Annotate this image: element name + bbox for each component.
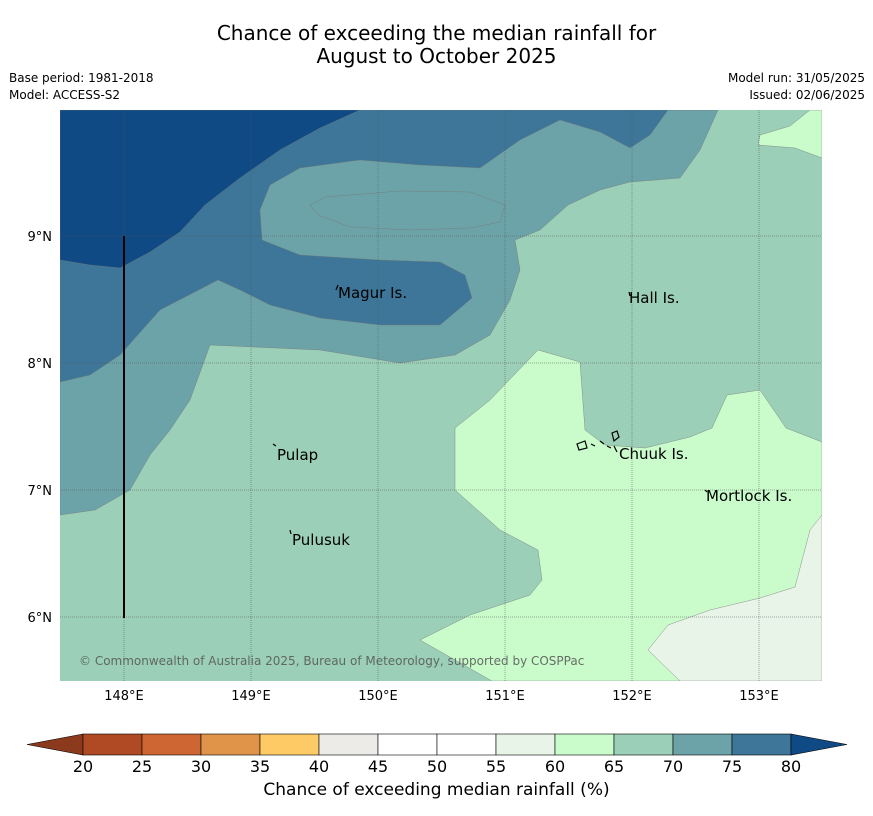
lon-tick-labels: 148°E 149°E 150°E 151°E 152°E 153°E — [104, 689, 779, 704]
title-line-2: August to October 2025 — [316, 44, 557, 68]
lon-tick-149e: 149°E — [231, 689, 271, 704]
lat-tick-9n: 9°N — [28, 230, 53, 245]
zone-55-60 — [647, 514, 822, 681]
colorbar-swatch — [495, 733, 556, 756]
place-labels: Magur Is. Hall Is. Pulap Chuuk Is. Mortl… — [277, 284, 792, 549]
colorbar-tick-label: 80 — [781, 757, 801, 776]
colorbar-swatch — [731, 733, 792, 756]
title-line-1: Chance of exceeding the median rainfall … — [216, 21, 657, 45]
colorbar-tick-label: 50 — [427, 757, 447, 776]
label-chuuk: Chuuk Is. — [619, 445, 688, 463]
colorbar-tick-label: 55 — [486, 757, 506, 776]
colorbar-swatch — [436, 733, 497, 756]
lat-tick-6n: 6°N — [28, 611, 53, 626]
colorbar-swatch — [672, 733, 733, 756]
lon-tick-150e: 150°E — [358, 689, 398, 704]
label-magur: Magur Is. — [338, 284, 407, 302]
model-run: Model run: 31/05/2025 — [727, 71, 865, 85]
hall-island-shape — [628, 291, 631, 297]
colorbar-swatch — [377, 733, 438, 756]
lat-tick-7n: 7°N — [28, 484, 53, 499]
colorbar-tick-label: 35 — [250, 757, 270, 776]
lat-tick-labels: 9°N 8°N 7°N 6°N — [28, 230, 53, 626]
zone-70-75-inner — [309, 190, 506, 231]
colorbar-swatch — [318, 733, 379, 756]
colorbar-swatch — [554, 733, 615, 756]
colorbar-tick-label: 20 — [73, 757, 93, 776]
pulusuk-island-shape — [289, 529, 292, 535]
colorbar-tick-label: 75 — [722, 757, 742, 776]
chart-title: Chance of exceeding the median rainfall … — [0, 22, 873, 68]
colorbar-extend-low — [26, 733, 84, 756]
meta-left: Base period: 1981-2018 Model: ACCESS-S2 — [9, 70, 154, 104]
colorbar-swatch — [200, 733, 261, 756]
colorbar-label: Chance of exceeding median rainfall (%) — [263, 780, 610, 800]
label-pulusuk: Pulusuk — [292, 531, 350, 549]
zone-80-plus — [60, 110, 361, 269]
colorbar-swatch — [259, 733, 320, 756]
lon-tick-152e: 152°E — [612, 689, 652, 704]
mortlock-island-shape — [704, 489, 708, 493]
lat-tick-8n: 8°N — [28, 357, 53, 372]
label-pulap: Pulap — [277, 446, 318, 464]
base-period: Base period: 1981-2018 — [9, 71, 154, 85]
colorbar-tick-label: 40 — [309, 757, 329, 776]
copyright-notice: © Commonwealth of Australia 2025, Bureau… — [79, 654, 584, 668]
graticule — [60, 110, 822, 681]
colorbar-tick-label: 65 — [604, 757, 624, 776]
colorbar-extend-high — [790, 733, 848, 756]
colorbar-tick-label: 30 — [191, 757, 211, 776]
island-outlines — [272, 284, 708, 535]
colorbar-tick-label: 70 — [663, 757, 683, 776]
rainfall-map: Magur Is. Hall Is. Pulap Chuuk Is. Mortl… — [60, 110, 822, 681]
colorbar-tick-label: 45 — [368, 757, 388, 776]
meta-right: Model run: 31/05/2025 Issued: 02/06/2025 — [728, 70, 865, 104]
pulap-island-shape — [272, 443, 277, 447]
label-mortlock: Mortlock Is. — [706, 487, 792, 505]
colorbar-swatch — [613, 733, 674, 756]
lon-tick-151e: 151°E — [485, 689, 525, 704]
label-hall: Hall Is. — [629, 289, 680, 307]
chuuk-islands-shape — [576, 430, 620, 453]
colorbar: 20 25 30 35 40 45 50 55 60 65 70 75 80 — [26, 733, 848, 776]
model-name: Model: ACCESS-S2 — [9, 88, 121, 102]
issued-date: Issued: 02/06/2025 — [749, 88, 865, 102]
zone-60-65 — [419, 349, 822, 681]
colorbar-tick-label: 60 — [545, 757, 565, 776]
magur-island-shape — [335, 284, 339, 291]
colorbar-swatch — [141, 733, 202, 756]
lon-tick-148e: 148°E — [104, 689, 144, 704]
lon-tick-153e: 153°E — [739, 689, 779, 704]
colorbar-swatch — [82, 733, 143, 756]
colorbar-tick-label: 25 — [132, 757, 152, 776]
